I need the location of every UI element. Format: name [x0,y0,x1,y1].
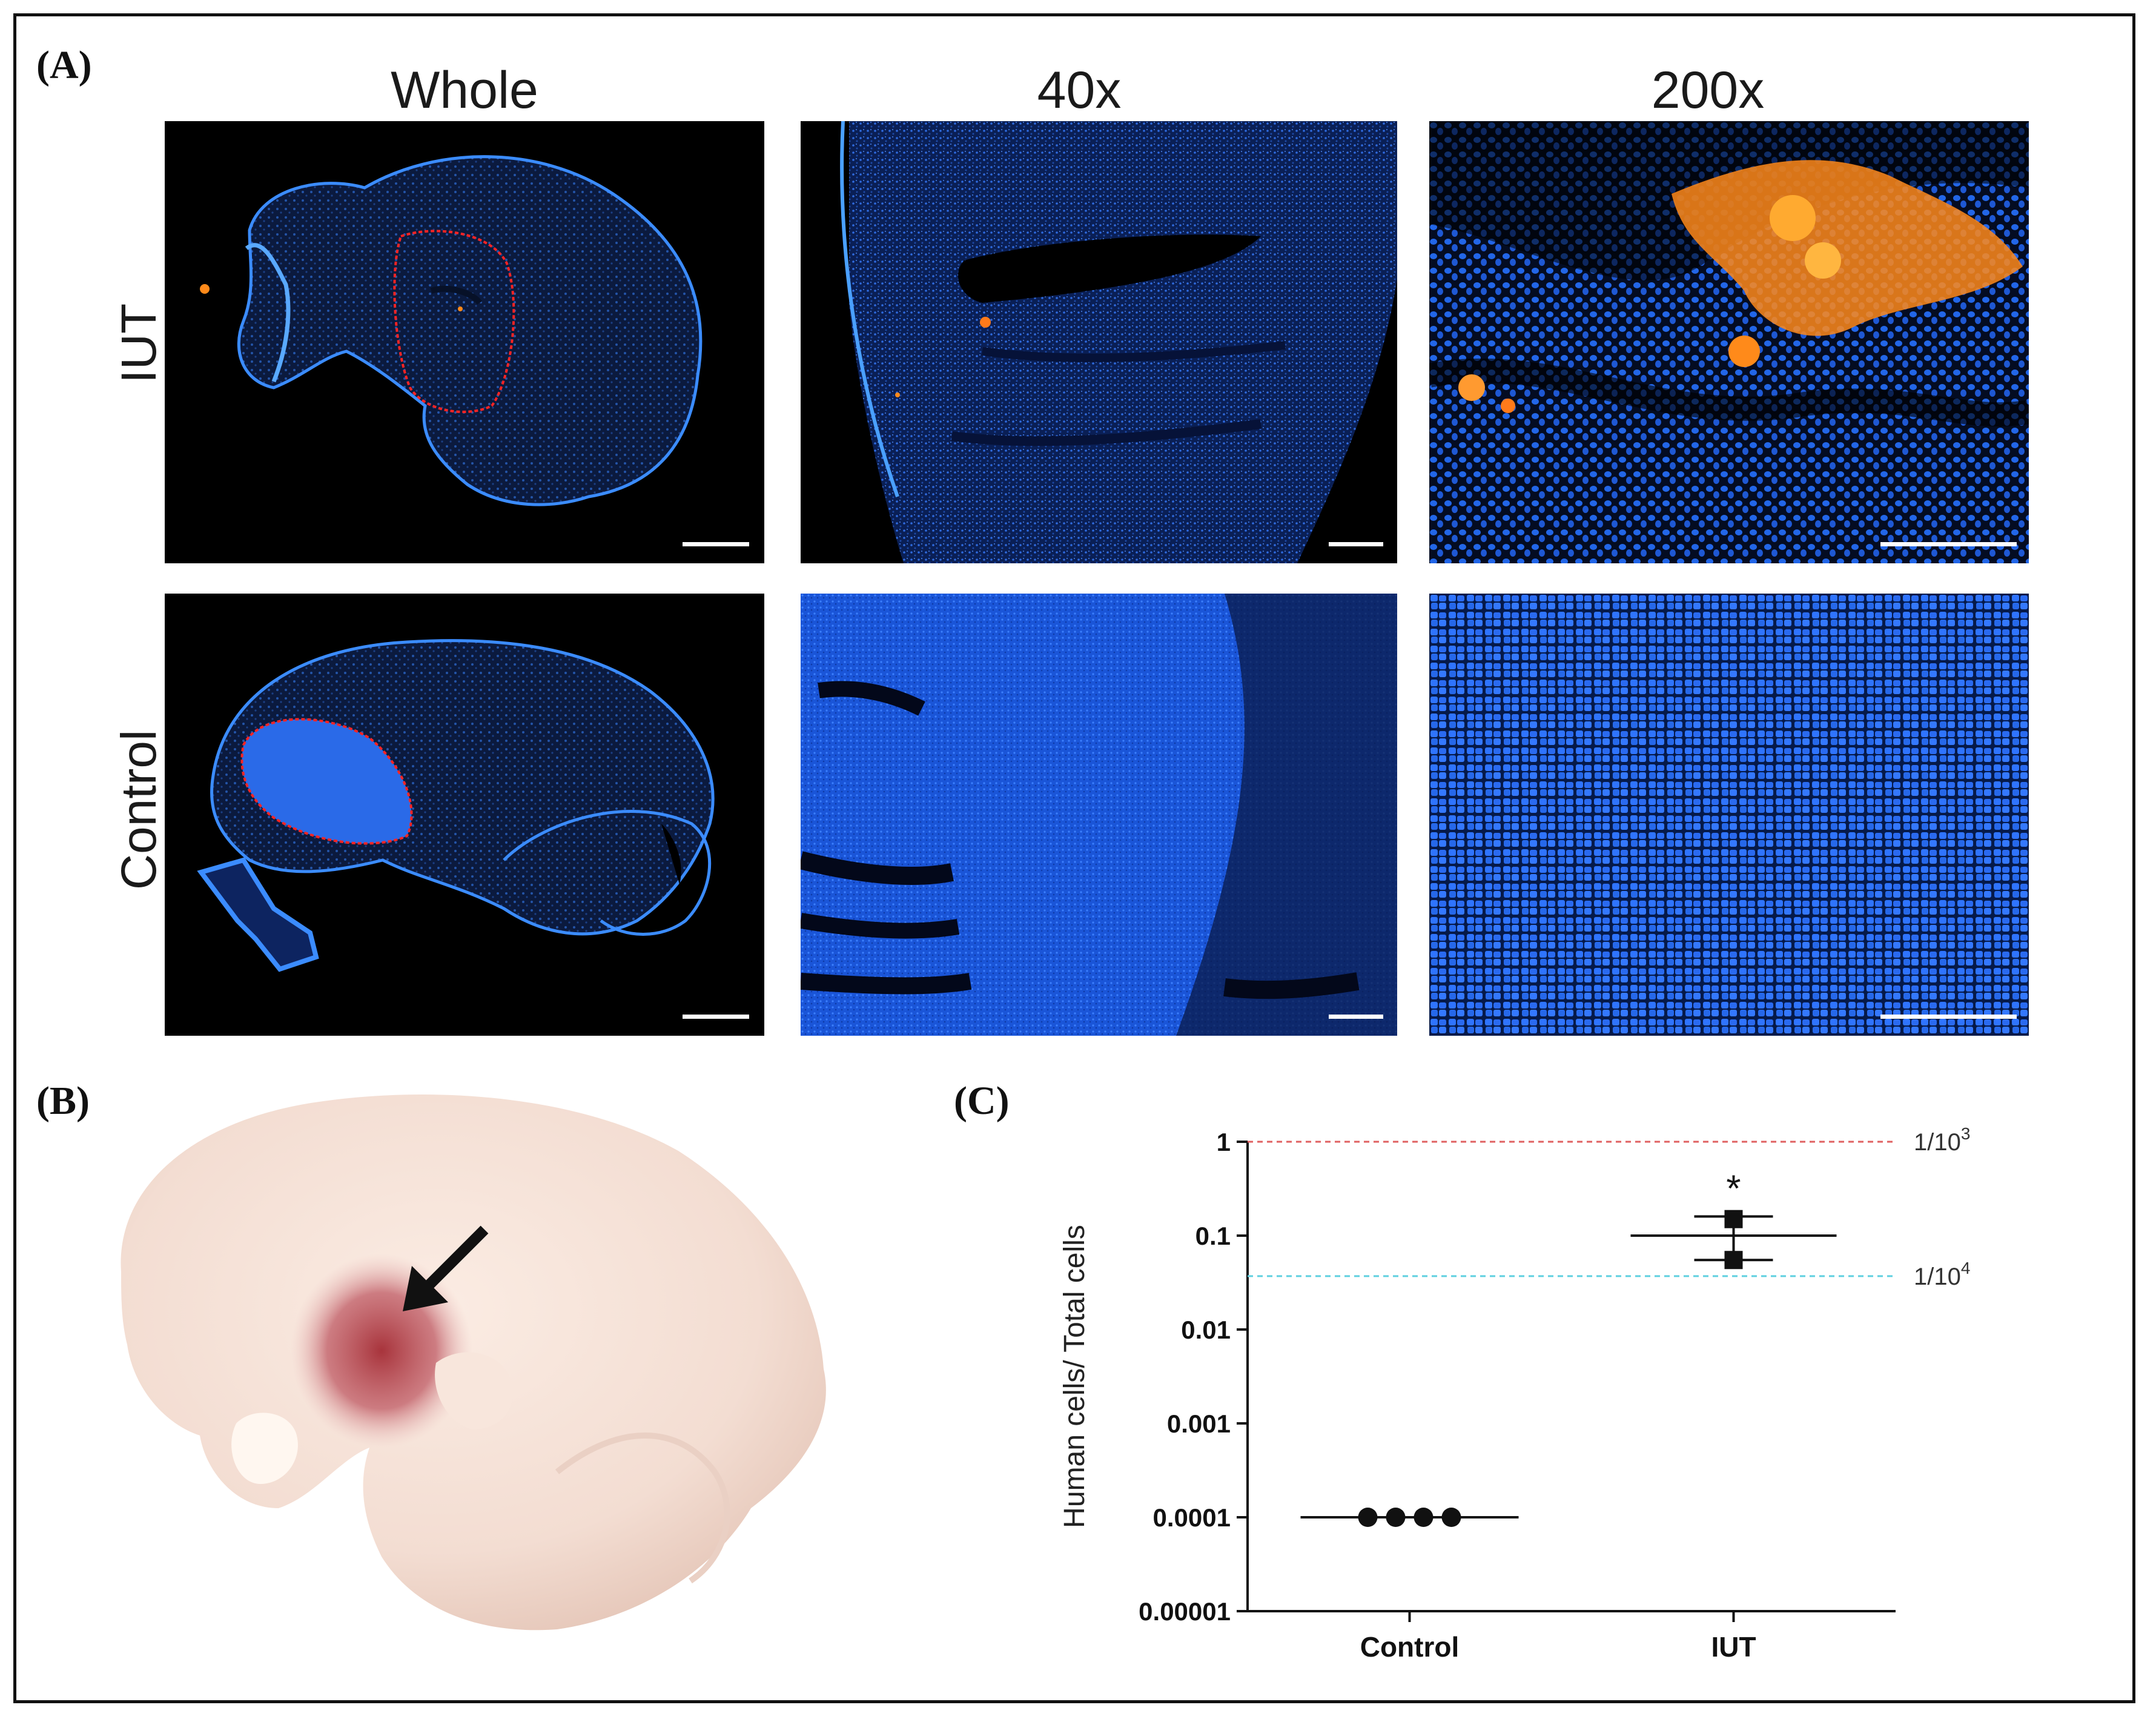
y-tick-label: 0.1 [1195,1222,1231,1250]
data-point-iut [1724,1251,1743,1270]
data-point-control [1441,1508,1461,1527]
y-tick-label: 0.0001 [1153,1503,1231,1532]
panel-a-label: (A) [36,43,92,87]
x-tick-label: Control [1360,1631,1460,1663]
y-tick-label: 0.01 [1181,1316,1231,1344]
y-tick-label: 0.00001 [1139,1597,1231,1626]
figure-frame [13,13,2135,1703]
reference-line-label: 1/103 [1914,1124,1970,1156]
micrograph-iut-200x [1429,121,2029,563]
y-tick-label: 1 [1217,1128,1231,1156]
micrograph-iut-40x [801,121,1397,563]
row-header-control: Control [111,729,167,890]
significance-annotation: * [1726,1168,1741,1210]
panel-c-label: (C) [954,1079,1010,1123]
micrograph-iut-whole [165,121,764,563]
column-header-200x: 200x [1651,61,1765,119]
data-point-control [1358,1508,1378,1527]
micrograph-control-200x [1429,594,2029,1036]
data-point-iut [1724,1210,1743,1228]
y-axis-label: Human cells/ Total cells [1059,1225,1091,1528]
micrograph-control-40x [801,594,1397,1036]
y-tick-label: 0.001 [1167,1409,1231,1438]
row-header-iut: IUT [111,303,167,384]
chart-canvas: 1 0.1 0.01 0.001 0.0001 0.00001 Control IUT Huma… [1059,1124,1970,1663]
micrograph-control-whole [165,594,764,1036]
panel-b-label: (B) [36,1079,90,1123]
data-point-control [1414,1508,1433,1527]
column-header-40x: 40x [1037,61,1122,119]
column-header-whole: Whole [391,61,538,119]
arrow-icon [403,1225,489,1311]
reference-line-label: 1/104 [1914,1259,1970,1290]
data-point-control [1386,1508,1406,1527]
human-cell-ratio-chart: 1 0.1 0.01 0.001 0.0001 0.00001 Control IUT Huma… [1030,1078,2095,1684]
embryo-photograph [97,1084,921,1641]
x-tick-label: IUT [1711,1631,1756,1663]
